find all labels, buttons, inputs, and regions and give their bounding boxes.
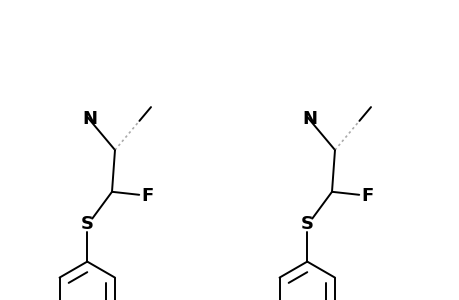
Text: S: S	[300, 214, 313, 232]
Text: N: N	[82, 110, 97, 128]
Text: S: S	[81, 214, 94, 232]
Text: F: F	[141, 187, 153, 205]
Text: F: F	[360, 187, 373, 205]
Text: N: N	[302, 110, 316, 128]
